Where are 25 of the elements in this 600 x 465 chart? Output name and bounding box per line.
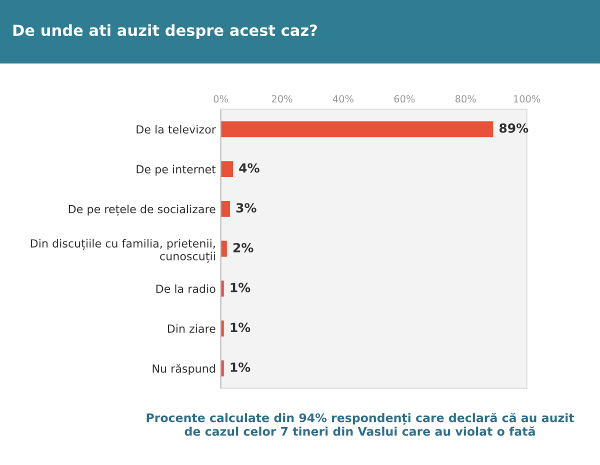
y-tick-label: Nu răspund [152, 364, 215, 375]
y-tick-label: De la radio [156, 284, 216, 294]
data-label: 2% [233, 242, 254, 252]
data-label: 89% [499, 123, 528, 133]
data-label: 1% [230, 362, 250, 372]
data-label: 1% [230, 282, 250, 292]
x-tick-label: 60% [394, 95, 415, 103]
data-label: 1% [230, 322, 250, 332]
data-label: 4% [239, 163, 260, 173]
bar [220, 121, 494, 138]
x-tick-label: 80% [455, 95, 476, 103]
y-tick-label: De pe internet [136, 164, 216, 176]
chart-title: De unde ati auzit despre acest caz? [13, 24, 317, 40]
bar [220, 200, 230, 217]
y-tick-label: De la televizor [136, 124, 216, 134]
bar [220, 161, 234, 178]
x-tick-label: 40% [332, 95, 354, 103]
x-tick-label: 20% [272, 95, 292, 103]
x-tick-label: 100% [514, 95, 540, 103]
y-tick-label: Din ziare [168, 324, 216, 333]
x-tick-label: 0% [214, 95, 228, 103]
y-tick-label: De pe rețele de socializare [68, 204, 216, 216]
data-label: 3% [236, 203, 256, 213]
text: Procente calculate din 94% respondenți care declară că au auzit de cazul celor 7 tineri din Vaslui care au violat o fată [146, 412, 574, 436]
y-tick-label: Din discuțiile cu familia, prietenii, cunoscuții [30, 238, 215, 263]
